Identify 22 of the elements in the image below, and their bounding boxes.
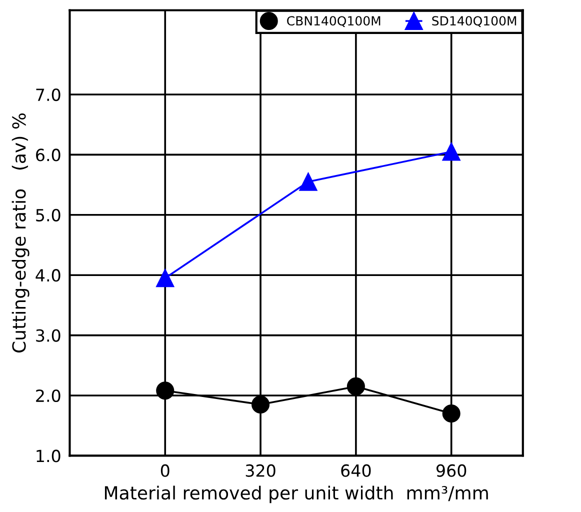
y-tick-label: 4.0 bbox=[36, 269, 60, 282]
x-tick-label: 320 bbox=[246, 464, 276, 477]
x-tick-label: 960 bbox=[436, 464, 466, 477]
point bbox=[346, 377, 365, 396]
legend-label: CBN140Q100M bbox=[287, 16, 380, 27]
y-tick-label: 3.0 bbox=[36, 329, 60, 342]
point bbox=[252, 395, 270, 414]
y-tick-label: 7.0 bbox=[36, 88, 60, 102]
x-axis-title: Material removed per unit width mm³/mm bbox=[104, 486, 488, 504]
x-tick-label: 0 bbox=[160, 464, 170, 477]
point bbox=[156, 269, 174, 288]
y-axis-title: Cutting-edge ratio (av) % bbox=[12, 113, 30, 352]
y-tick-label: 5.0 bbox=[36, 208, 60, 222]
point bbox=[442, 404, 460, 423]
y-tick-label: 2.0 bbox=[36, 389, 60, 402]
point bbox=[299, 172, 318, 191]
point bbox=[442, 142, 460, 161]
y-tick-label: 6.0 bbox=[36, 148, 60, 162]
legend-label: SD140Q100M bbox=[432, 16, 516, 27]
point bbox=[156, 382, 174, 400]
x-tick-label: 640 bbox=[341, 464, 371, 477]
y-tick-label: 1.0 bbox=[36, 450, 60, 462]
